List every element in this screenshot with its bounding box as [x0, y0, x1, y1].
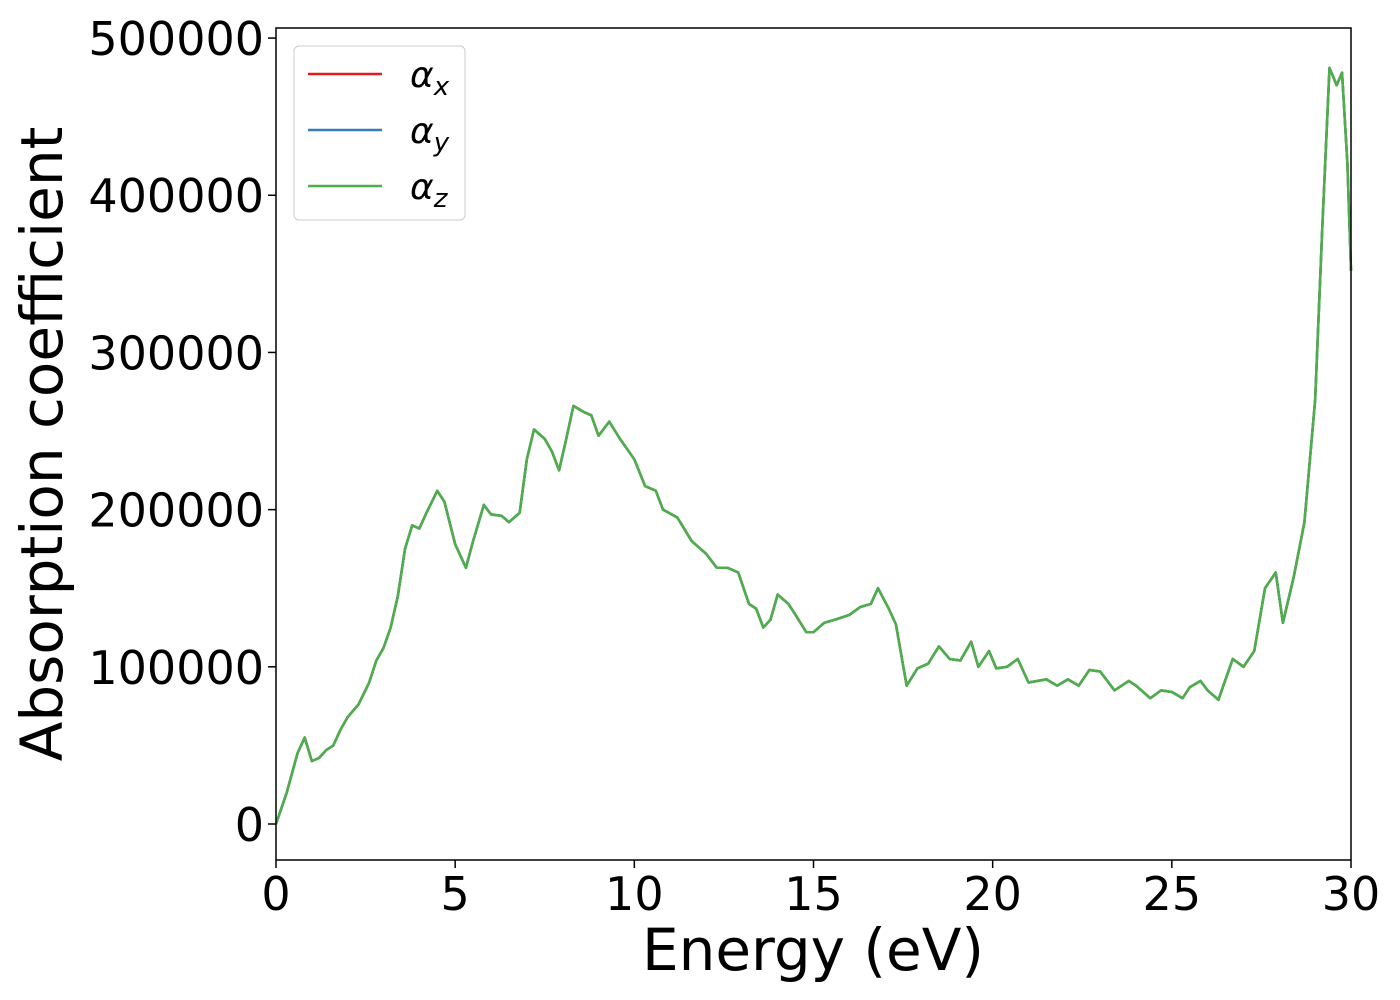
legend-box: [293, 45, 466, 221]
x-tick-label: 30: [1322, 867, 1381, 921]
x-axis-label: Energy (eV): [642, 916, 984, 984]
y-tick-label: 200000: [88, 484, 264, 538]
y-tick-label: 500000: [88, 12, 264, 66]
y-tick-label: 100000: [88, 641, 264, 695]
y-tick-label: 300000: [88, 326, 264, 380]
series-line: [274, 66, 1353, 825]
legend-label: αz: [410, 167, 449, 214]
y-tick-label: 400000: [88, 169, 264, 223]
plot-frame: [275, 27, 1352, 861]
x-tick-label: 15: [784, 867, 843, 921]
y-axis-label: Absorption coefficient: [8, 127, 76, 762]
x-tick-label: 5: [441, 867, 470, 921]
x-tick-label: 20: [963, 867, 1022, 921]
x-tick-label: 10: [605, 867, 664, 921]
x-tick-label: 0: [261, 867, 290, 921]
y-tick-label: 0: [235, 798, 264, 852]
x-tick-label: 25: [1143, 867, 1202, 921]
legend-label: αx: [410, 55, 450, 102]
legend-label: αy: [410, 111, 450, 158]
legend: αx αy αz: [293, 45, 466, 221]
